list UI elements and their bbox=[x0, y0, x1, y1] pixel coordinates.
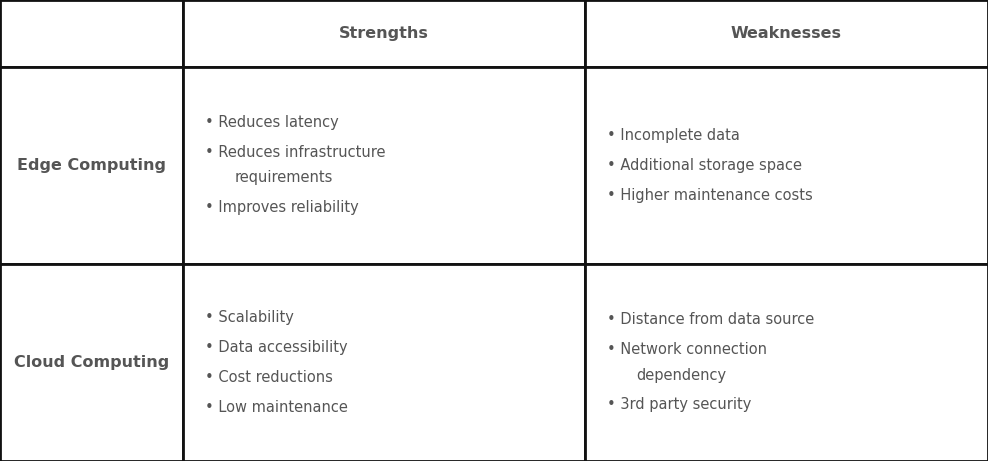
Text: • Improves reliability: • Improves reliability bbox=[205, 201, 359, 215]
Text: • Network connection: • Network connection bbox=[607, 342, 767, 357]
Text: • Low maintenance: • Low maintenance bbox=[205, 400, 348, 415]
Text: Cloud Computing: Cloud Computing bbox=[14, 355, 169, 370]
Text: Strengths: Strengths bbox=[339, 26, 429, 41]
Text: • Cost reductions: • Cost reductions bbox=[205, 370, 332, 385]
Text: • Reduces infrastructure: • Reduces infrastructure bbox=[205, 145, 385, 160]
Bar bbox=[585, 264, 988, 461]
Text: requirements: requirements bbox=[234, 171, 333, 185]
Bar bbox=[183, 67, 585, 264]
Text: • Data accessibility: • Data accessibility bbox=[205, 340, 347, 355]
Bar bbox=[0, 67, 183, 264]
Text: • Reduces latency: • Reduces latency bbox=[205, 115, 338, 130]
Text: Weaknesses: Weaknesses bbox=[731, 26, 842, 41]
Bar bbox=[183, 0, 585, 67]
Bar bbox=[0, 264, 183, 461]
Bar bbox=[585, 67, 988, 264]
Text: dependency: dependency bbox=[636, 367, 726, 383]
Text: • Higher maintenance costs: • Higher maintenance costs bbox=[607, 188, 812, 203]
Text: • Scalability: • Scalability bbox=[205, 310, 293, 325]
Bar bbox=[0, 0, 183, 67]
Text: • 3rd party security: • 3rd party security bbox=[607, 397, 751, 413]
Text: • Incomplete data: • Incomplete data bbox=[607, 128, 739, 143]
Text: Edge Computing: Edge Computing bbox=[17, 158, 166, 173]
Bar bbox=[585, 0, 988, 67]
Text: • Additional storage space: • Additional storage space bbox=[607, 158, 801, 173]
Bar bbox=[183, 264, 585, 461]
Text: • Distance from data source: • Distance from data source bbox=[607, 312, 814, 327]
